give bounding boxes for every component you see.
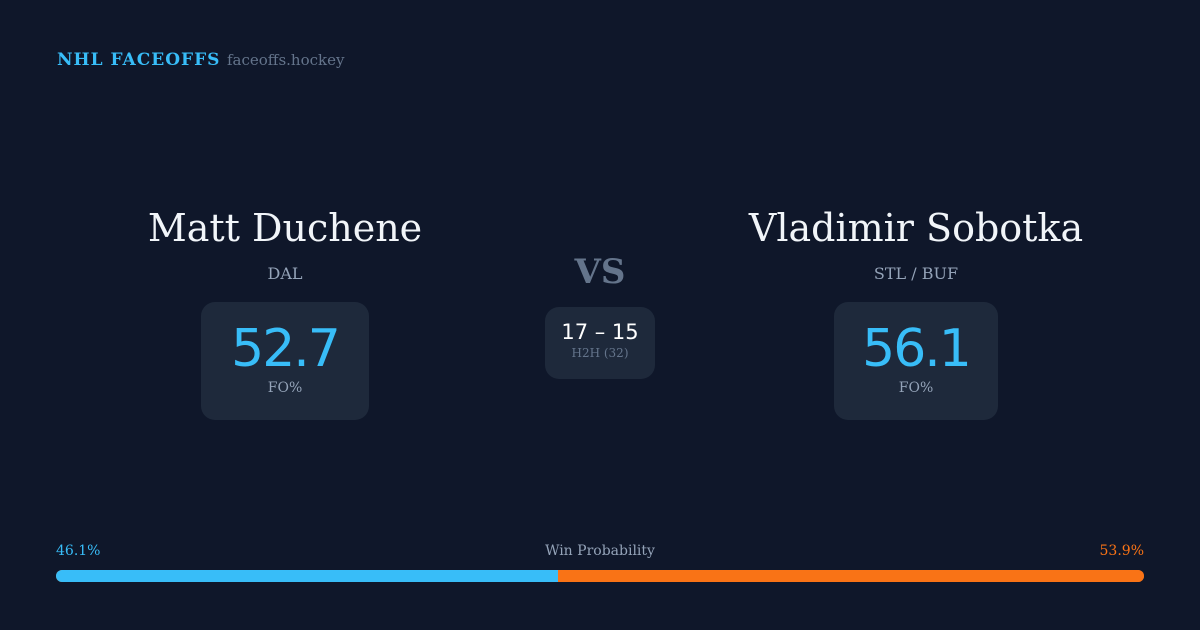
win-prob-left: 46.1% <box>56 543 101 559</box>
player1-fo-card: 52.7 FO% <box>201 302 369 420</box>
site-domain: faceoffs.hockey <box>227 51 345 69</box>
player1-name: Matt Duchene <box>147 206 423 250</box>
vs-label: VS <box>574 252 626 292</box>
win-prob-right-fill <box>557 570 1144 582</box>
player2-fo-label: FO% <box>898 380 934 396</box>
h2h-score: 17 – 15 <box>561 320 639 344</box>
player1-fo-value: 52.7 <box>231 319 341 379</box>
win-probability-bar <box>56 570 1144 582</box>
win-prob-label: Win Probability <box>545 543 655 559</box>
player2-fo-value: 56.1 <box>862 319 972 379</box>
player2-name: Vladimir Sobotka <box>748 206 1084 250</box>
win-prob-left-fill <box>56 570 558 582</box>
player2-fo-card: 56.1 FO% <box>834 302 998 420</box>
player1-fo-label: FO% <box>267 380 303 396</box>
player2-team: STL / BUF <box>873 264 959 283</box>
h2h-label: H2H (32) <box>571 346 629 360</box>
player1-team: DAL <box>267 264 303 283</box>
brand-title: NHL FACEOFFS <box>57 50 221 70</box>
win-prob-right: 53.9% <box>1099 543 1144 559</box>
h2h-card: 17 – 15 H2H (32) <box>545 307 655 379</box>
